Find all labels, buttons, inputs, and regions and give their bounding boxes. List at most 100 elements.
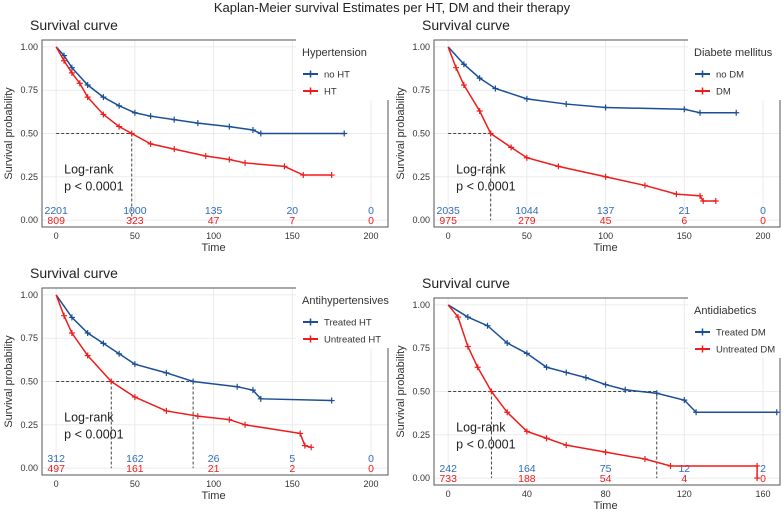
x-tick-label: 200: [363, 231, 378, 241]
censor-mark: [128, 130, 135, 137]
censor-mark: [681, 106, 688, 113]
risk-count: 1000: [123, 205, 147, 217]
censor-mark: [555, 163, 562, 170]
risk-count: 242: [439, 463, 457, 475]
censor-mark: [476, 107, 483, 114]
y-tick-label: 1.00: [20, 290, 38, 300]
censor-mark: [100, 94, 107, 101]
censor-mark: [523, 350, 530, 357]
risk-count: 809: [47, 215, 65, 227]
x-tick-label: 0: [54, 231, 59, 241]
risk-count: 47: [208, 215, 220, 227]
censor-mark: [297, 430, 304, 437]
risk-count: 2: [289, 463, 295, 475]
survival-curve-1: [447, 46, 716, 202]
y-tick-label: 0.75: [412, 343, 430, 353]
censor-mark: [523, 154, 530, 161]
x-tick-label: 100: [598, 231, 613, 241]
risk-count: 1044: [515, 205, 539, 217]
legend-item: no DM: [716, 70, 744, 81]
censor-mark: [68, 64, 75, 71]
y-tick-label: 0.00: [412, 473, 430, 483]
risk-count: 164: [518, 463, 536, 475]
censor-mark: [464, 314, 471, 321]
censor-mark: [487, 130, 494, 137]
censor-mark: [563, 442, 570, 449]
survival-curve-0: [447, 46, 737, 114]
risk-count: 162: [126, 453, 144, 465]
y-tick-label: 0.25: [412, 172, 430, 182]
plot-border: [41, 287, 389, 476]
y-tick-label: 0.50: [412, 129, 430, 139]
censor-mark: [242, 421, 249, 428]
x-tick-label: 200: [363, 479, 378, 489]
censor-mark: [163, 407, 170, 414]
panel-title: Survival curve: [422, 17, 510, 33]
y-axis-label: Survival probability: [395, 345, 407, 438]
panel-title: Survival curve: [30, 17, 118, 33]
censor-mark: [242, 159, 249, 166]
censor-mark: [171, 146, 178, 153]
censor-mark: [301, 442, 308, 449]
risk-count: 4: [681, 473, 687, 485]
survival-curve-0: [447, 304, 777, 414]
censor-mark: [455, 314, 462, 321]
censor-mark: [163, 369, 170, 376]
censor-mark: [543, 435, 550, 442]
panel-diabetes: Survival curve 0 50 100 150 200 0.00 0.25 0.50 0.…: [392, 14, 784, 264]
censor-mark: [202, 153, 209, 160]
risk-count: 733: [439, 473, 457, 485]
y-tick-label: 0.25: [412, 430, 430, 440]
censor-mark: [453, 64, 460, 71]
risk-count: 137: [597, 205, 615, 217]
x-tick-label: 100: [206, 479, 221, 489]
censor-mark: [476, 75, 483, 82]
risk-count: 975: [439, 215, 457, 227]
censor-mark: [147, 140, 154, 147]
y-tick-label: 0.00: [20, 215, 38, 225]
logrank-pvalue: p < 0.0001: [64, 428, 123, 442]
x-tick-label: 150: [285, 231, 300, 241]
x-tick-label: 50: [522, 231, 532, 241]
main-title: Kaplan-Meier survival Estimates per HT, …: [213, 0, 571, 15]
censor-mark: [622, 386, 629, 393]
risk-count: 21: [678, 205, 690, 217]
legend-plus-icon: [307, 335, 314, 343]
legend-box: [296, 286, 392, 348]
censor-mark: [61, 312, 68, 319]
risk-count: 188: [518, 473, 536, 485]
legend-plus-icon: [307, 318, 314, 326]
censor-mark: [84, 94, 91, 101]
censor-mark: [84, 82, 91, 89]
censor-mark: [641, 456, 648, 463]
censor-mark: [328, 397, 335, 404]
y-tick-label: 0.50: [412, 387, 430, 397]
risk-count: 54: [600, 473, 612, 485]
plot-border: [433, 39, 781, 228]
y-axis-label: Survival probability: [3, 335, 15, 428]
censor-mark: [116, 123, 123, 130]
legend-plus-icon: [699, 70, 706, 78]
x-tick-label: 120: [677, 489, 692, 499]
censor-mark: [641, 182, 648, 189]
survival-curve-0: [55, 46, 345, 135]
legend-item: DM: [716, 87, 731, 98]
censor-mark: [194, 413, 201, 420]
legend-box: [688, 38, 784, 100]
censor-mark: [523, 428, 530, 435]
panel-antihypertensives: Survival curve 0 50 100 150 200 0.00 0.25 0.50 0.…: [0, 262, 392, 512]
legend-title: Hypertension: [302, 47, 367, 59]
survival-curve-0: [55, 294, 332, 402]
censor-mark: [492, 85, 499, 92]
x-axis-label: Time: [202, 490, 226, 502]
risk-count: 279: [518, 215, 536, 227]
y-axis-label: Survival probability: [395, 87, 407, 180]
censor-mark: [131, 109, 138, 116]
censor-mark: [108, 378, 115, 385]
risk-count: 312: [47, 453, 65, 465]
risk-count: 26: [208, 453, 220, 465]
censor-mark: [234, 383, 241, 390]
censor-mark: [84, 330, 91, 337]
plot-border: [41, 39, 389, 228]
logrank-label: Log-rank: [456, 162, 506, 176]
